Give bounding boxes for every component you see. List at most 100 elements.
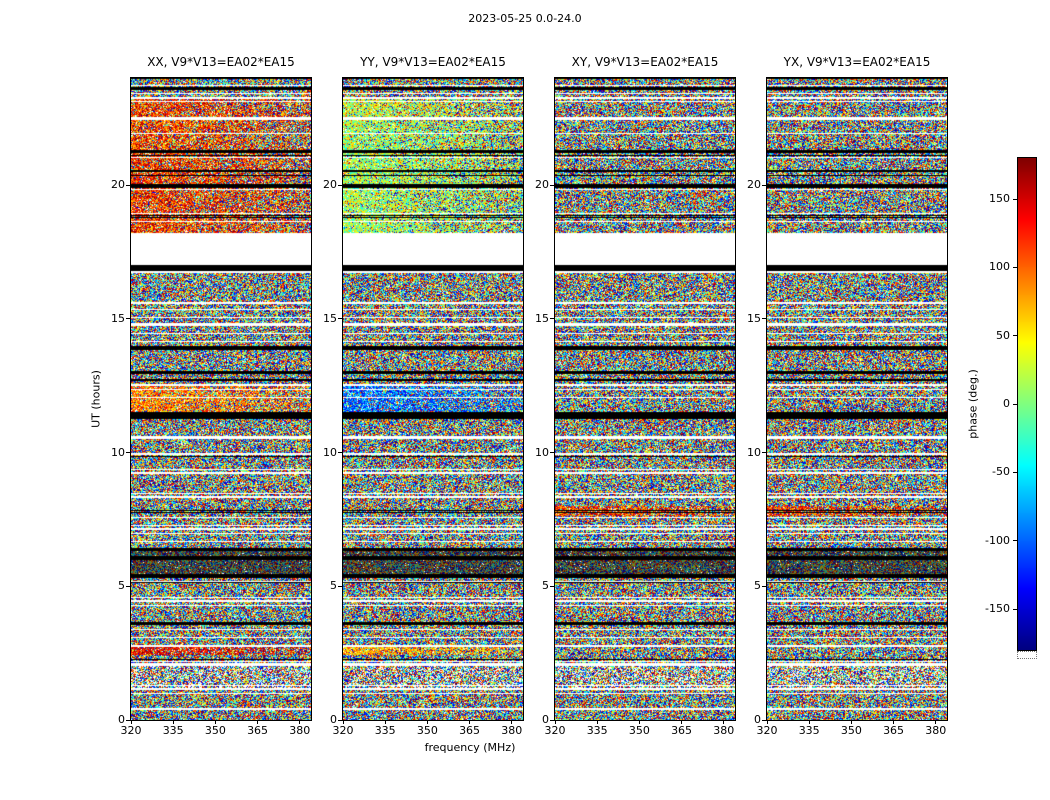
- y-tick-label: 5: [118, 579, 125, 593]
- y-tick-label: 10: [747, 445, 761, 459]
- x-tick-label: 365: [671, 724, 693, 737]
- y-tick-label: 15: [111, 311, 125, 325]
- colorbar-tick-label: 100: [989, 260, 1010, 274]
- y-tick-label: 10: [111, 445, 125, 459]
- y-tick-mark: [338, 318, 342, 320]
- colorbar-tick-label: 150: [989, 192, 1010, 205]
- panel-title-yy: YY, V9*V13=EA02*EA15: [360, 55, 506, 69]
- figure-title: 2023-05-25 0.0-24.0: [468, 12, 582, 25]
- x-tick-mark: [638, 720, 640, 724]
- y-tick-label: 20: [323, 178, 337, 191]
- y-tick-mark: [126, 585, 130, 587]
- colorbar-tick-mark: [1013, 198, 1017, 200]
- y-tick-label: 5: [754, 579, 761, 593]
- y-tick-mark: [550, 585, 554, 587]
- y-tick-label: 20: [535, 178, 549, 191]
- y-tick-mark: [550, 452, 554, 453]
- colorbar-tick-mark: [1013, 471, 1017, 473]
- y-tick-label: 5: [542, 579, 549, 593]
- x-tick-mark: [299, 720, 301, 724]
- y-tick-mark: [126, 719, 130, 721]
- x-axis-label: frequency (MHz): [424, 741, 516, 754]
- colorbar-canvas: [1018, 158, 1036, 650]
- y-tick-label: 20: [747, 178, 761, 191]
- panel-title-yx: YX, V9*V13=EA02*EA15: [783, 55, 931, 69]
- colorbar-tick-label: -150: [985, 602, 1010, 615]
- x-tick-label: 380: [925, 724, 947, 737]
- panel-title-xx: XX, V9*V13=EA02*EA15: [147, 55, 295, 69]
- x-tick-label: 380: [289, 724, 311, 737]
- y-tick-label: 10: [323, 445, 337, 459]
- x-tick-label: 320: [120, 724, 142, 737]
- x-tick-label: 365: [883, 724, 905, 737]
- y-tick-label: 15: [747, 311, 761, 325]
- heatmap-frame-yy: [342, 77, 524, 721]
- x-tick-label: 350: [416, 724, 438, 737]
- x-tick-label: 350: [204, 724, 226, 737]
- y-tick-label: 15: [535, 311, 549, 325]
- x-tick-mark: [172, 720, 174, 724]
- x-tick-mark: [766, 720, 768, 724]
- x-tick-label: 320: [332, 724, 354, 737]
- y-axis-label: UT (hours): [89, 370, 103, 428]
- colorbar-frame: [1017, 157, 1037, 651]
- x-tick-mark: [214, 720, 216, 724]
- colorbar-extension-box: [1017, 651, 1037, 659]
- y-tick-label: 15: [323, 311, 337, 325]
- y-tick-label: 10: [535, 445, 549, 459]
- x-tick-mark: [130, 720, 132, 724]
- x-tick-label: 335: [374, 724, 396, 737]
- x-tick-label: 320: [756, 724, 778, 737]
- x-tick-label: 350: [628, 724, 650, 737]
- y-tick-mark: [550, 184, 554, 186]
- colorbar-tick-mark: [1013, 266, 1017, 268]
- x-tick-mark: [723, 720, 725, 724]
- x-tick-mark: [808, 720, 810, 724]
- y-tick-mark: [126, 184, 130, 186]
- y-tick-label: 0: [542, 713, 549, 726]
- heatmap-frame-xy: [554, 77, 736, 721]
- y-tick-mark: [762, 184, 766, 186]
- x-tick-mark: [554, 720, 556, 724]
- y-tick-mark: [762, 585, 766, 587]
- heatmap-frame-yx: [766, 77, 948, 721]
- x-tick-label: 365: [459, 724, 481, 737]
- y-tick-mark: [338, 452, 342, 453]
- colorbar-tick-label: -100: [985, 533, 1010, 547]
- colorbar-tick-mark: [1013, 608, 1017, 610]
- y-tick-label: 0: [118, 713, 125, 726]
- y-tick-label: 20: [111, 178, 125, 191]
- colorbar-tick-label: -50: [992, 465, 1010, 479]
- y-tick-mark: [550, 719, 554, 721]
- heatmap-yx: [767, 78, 947, 720]
- y-tick-mark: [338, 585, 342, 587]
- x-tick-mark: [257, 720, 259, 724]
- x-tick-mark: [384, 720, 386, 724]
- x-tick-mark: [426, 720, 428, 724]
- y-tick-mark: [762, 719, 766, 721]
- x-tick-mark: [511, 720, 513, 724]
- x-tick-label: 380: [501, 724, 523, 737]
- heatmap-yy: [343, 78, 523, 720]
- x-tick-label: 335: [586, 724, 608, 737]
- x-tick-label: 335: [798, 724, 820, 737]
- x-tick-mark: [469, 720, 471, 724]
- y-tick-mark: [126, 318, 130, 320]
- x-tick-mark: [681, 720, 683, 724]
- x-tick-label: 350: [840, 724, 862, 737]
- y-tick-label: 5: [330, 579, 337, 593]
- colorbar-tick-label: 0: [1003, 397, 1010, 410]
- x-tick-mark: [596, 720, 598, 724]
- x-tick-label: 380: [713, 724, 735, 737]
- x-tick-label: 320: [544, 724, 566, 737]
- x-tick-mark: [342, 720, 344, 724]
- colorbar-tick-mark: [1013, 540, 1017, 542]
- y-tick-mark: [762, 452, 766, 453]
- y-tick-mark: [762, 318, 766, 320]
- panel-title-xy: XY, V9*V13=EA02*EA15: [571, 55, 719, 69]
- x-tick-mark: [850, 720, 852, 724]
- x-tick-mark: [893, 720, 895, 724]
- colorbar-tick-label: 50: [996, 328, 1010, 342]
- y-tick-mark: [338, 719, 342, 721]
